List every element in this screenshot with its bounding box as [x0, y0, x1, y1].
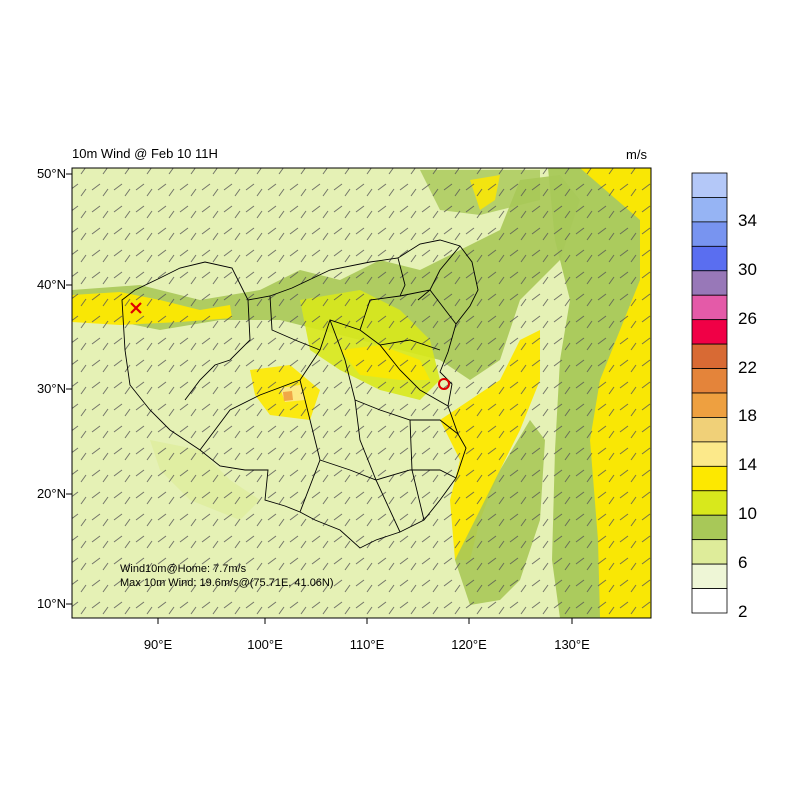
colorbar-segment	[691, 563, 728, 589]
colorbar-segment	[691, 465, 728, 492]
colorbar	[691, 172, 728, 614]
colorbar-segment	[691, 392, 728, 418]
wind-barbs	[72, 168, 651, 618]
units-label: m/s	[626, 147, 647, 162]
lon-label-100e: 100°E	[247, 637, 283, 652]
colorbar-label: 26	[738, 308, 757, 328]
colorbar-label: 34	[738, 210, 757, 230]
colorbar-segment	[691, 539, 728, 565]
axis-ticks	[66, 173, 573, 624]
colorbar-label: 6	[738, 553, 748, 573]
lon-label-120e: 120°E	[451, 637, 487, 652]
colorbar-label: 22	[738, 357, 757, 377]
colorbar-segment	[691, 221, 728, 247]
map-title: 10m Wind @ Feb 10 11H	[72, 146, 218, 161]
colorbar-segment	[691, 588, 728, 614]
colorbar-segment	[691, 172, 728, 198]
lat-label-30n: 30°N	[36, 381, 66, 396]
lat-label-40n: 40°N	[36, 277, 66, 292]
max-wind-text: Max 10m Wind: 19.6m/s@(75.71E, 41.06N)	[120, 577, 334, 589]
colorbar-segment	[691, 319, 728, 345]
colorbar-label: 14	[738, 455, 757, 475]
colorbar-segment	[691, 343, 728, 369]
home-wind-text: Wind10m@Home: 7.7m/s	[120, 563, 247, 575]
colorbar-segment	[691, 490, 728, 516]
lon-label-110e: 110°E	[349, 637, 385, 652]
colorbar-segment	[691, 441, 728, 467]
colorbar-segment	[691, 368, 728, 394]
colorbar-label: 2	[738, 602, 748, 621]
colorbar-label: 30	[738, 259, 757, 279]
colorbar-label: 10	[738, 504, 757, 524]
lat-label-20n: 20°N	[36, 486, 66, 501]
province-boundaries	[121, 239, 479, 549]
colorbar-segment	[691, 294, 728, 321]
colorbar-label: 18	[738, 406, 757, 426]
map-frame	[71, 167, 652, 619]
colorbar-segment	[691, 270, 728, 296]
colorbar-segment	[691, 245, 728, 272]
lat-label-10n: 10°N	[36, 596, 66, 611]
lon-label-90e: 90°E	[143, 637, 173, 652]
colorbar-segment	[691, 417, 728, 443]
red-x-marker	[130, 302, 142, 314]
colorbar-segment	[691, 197, 728, 223]
lat-label-50n: 50°N	[36, 166, 66, 181]
lon-label-130e: 130°E	[554, 637, 590, 652]
colorbar-segment	[691, 514, 728, 541]
red-circle-marker	[438, 378, 450, 390]
